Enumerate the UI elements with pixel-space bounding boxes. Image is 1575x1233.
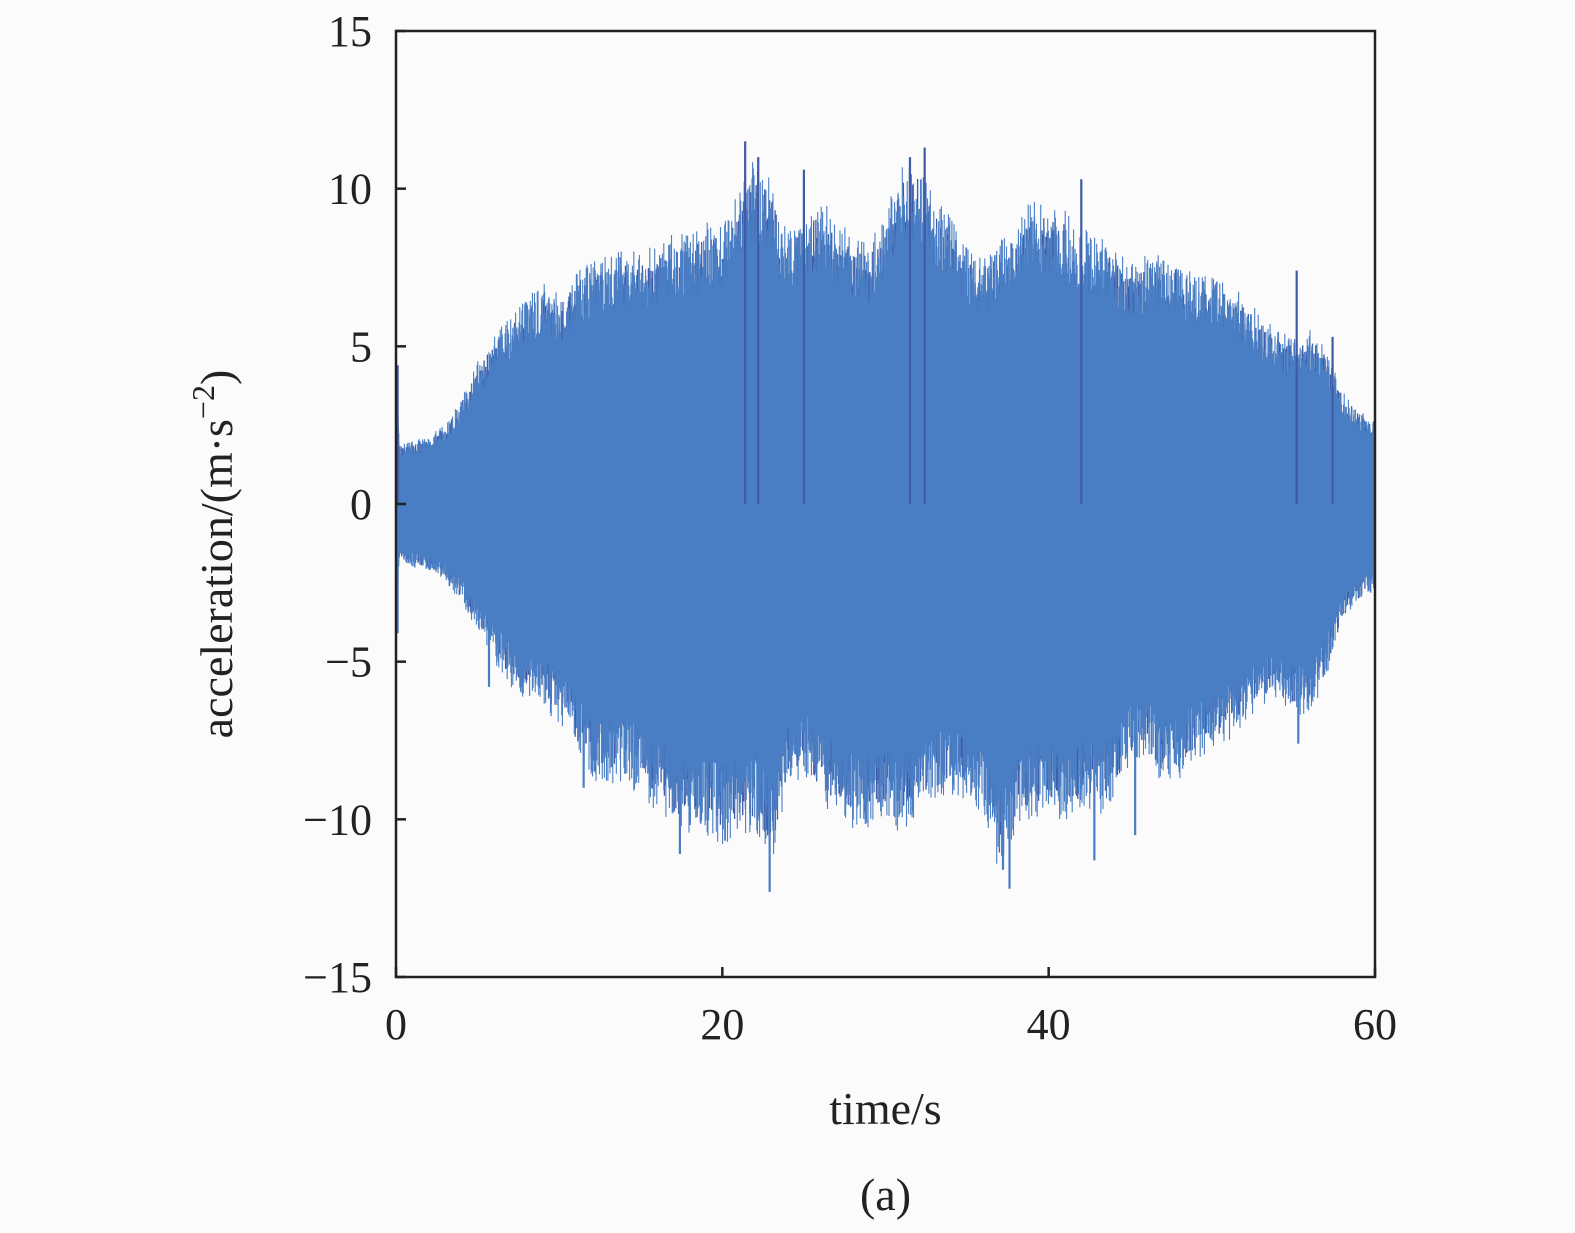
x-tick-label: 20 [700,1000,744,1049]
figure-caption: (a) [860,1169,911,1220]
y-axis-title-exponent: −2 [185,385,221,419]
y-tick-label: −15 [303,953,372,1002]
y-tick-label: 10 [328,165,372,214]
x-tick-label: 40 [1027,1000,1071,1049]
y-tick-label: 5 [350,322,372,371]
y-tick-label: −5 [325,638,372,687]
signal-fringe [396,162,1375,864]
x-axis-title: time/s [829,1083,941,1134]
x-tick-label: 0 [385,1000,407,1049]
y-axis-title-main: acceleration/(m·s [191,419,242,738]
y-axis-title: acceleration/(m·s−2) [185,370,242,739]
y-axis-title-close: ) [191,370,242,385]
y-tick-label: 0 [350,480,372,529]
signal-series [396,141,1375,892]
x-tick-label: 60 [1353,1000,1397,1049]
y-tick-label: 15 [328,7,372,56]
axis-ticks: 0 20 40 60 15 10 5 0 −5 −10 −15 [303,7,1397,1049]
y-tick-label: −10 [303,795,372,844]
